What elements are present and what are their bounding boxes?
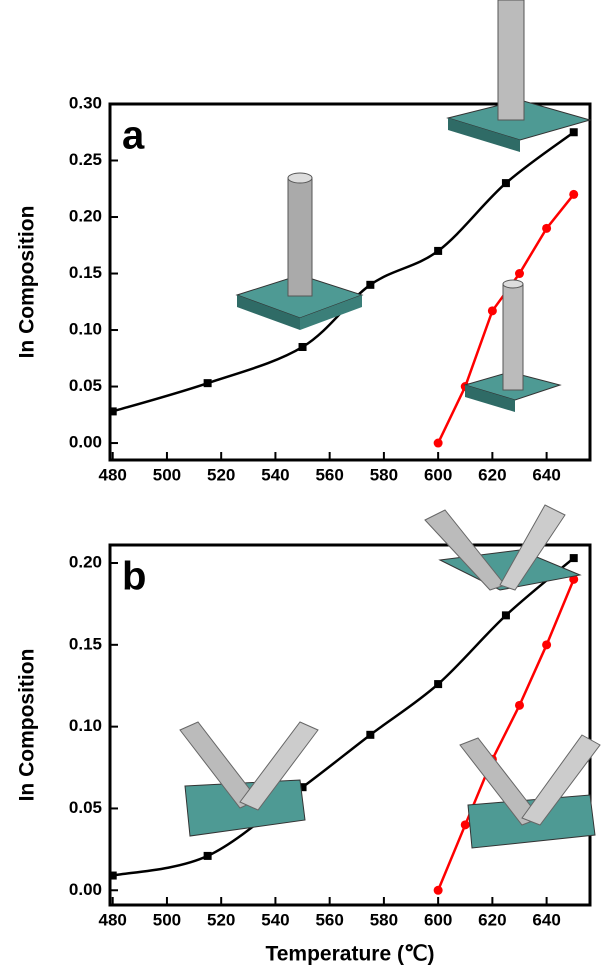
y-tick-label: 0.30 [69,93,102,112]
data-point [366,730,375,739]
plot-frame [108,543,592,907]
x-tick-label: 480 [99,910,127,929]
y-tick-label: 0.20 [69,207,102,226]
y-tick-label: 0.05 [69,798,102,817]
y-tick-label: 0.05 [69,376,102,395]
y-tick-label: 0.15 [69,263,102,282]
data-point [569,128,578,137]
data-point [108,871,117,880]
illustration [179,0,601,849]
data-point [108,407,117,416]
panel: 0.00 0.05 0.10 0.15 0.20 0.25 0.30 480 500 520 540… [16,93,592,484]
data-point [514,700,524,710]
x-tick-label: 500 [153,910,181,929]
x-tick-label: 540 [261,465,289,484]
data-point [434,246,443,255]
y-tick-label: 0.15 [69,634,102,653]
x-tick-label: 600 [424,465,452,484]
x-tick-label: 640 [532,910,560,929]
data-point [514,269,524,279]
data-point [298,342,307,351]
data-point [569,574,579,584]
panel: 0.00 0.05 0.10 0.15 0.20 480 500 520 540 560 580 60… [16,543,592,966]
x-axis-label: Temperature (℃) [265,943,434,966]
x-tick-label: 540 [261,910,289,929]
data-point [203,379,212,388]
plot-frame [108,102,592,462]
panel-label: b [122,555,146,599]
data-point [542,223,552,233]
x-tick-label: 600 [424,910,452,929]
data-point [434,680,443,689]
series-line [436,578,575,891]
x-tick-label: 580 [370,465,398,484]
panel-label: a [122,114,145,158]
x-tick-label: 620 [478,465,506,484]
x-tick-label: 640 [532,465,560,484]
data-point [203,851,212,860]
y-tick-label: 0.20 [69,552,102,571]
x-tick-label: 520 [207,910,235,929]
data-point [433,885,443,895]
y-tick-label: 0.00 [69,433,102,452]
y-tick-label: 0.25 [69,150,102,169]
x-tick-label: 620 [478,910,506,929]
data-point [569,554,578,563]
y-axis-label: In Composition [16,206,39,359]
y-tick-label: 0.00 [69,880,102,899]
data-point [460,820,470,830]
data-point [298,783,307,792]
data-point [569,189,579,199]
x-tick-label: 580 [370,910,398,929]
data-point [501,611,510,620]
x-tick-label: 560 [315,465,343,484]
x-tick-label: 560 [315,910,343,929]
data-point [542,640,552,650]
x-tick-label: 520 [207,465,235,484]
x-tick-label: 500 [153,465,181,484]
y-tick-label: 0.10 [69,716,102,735]
data-point [487,306,497,316]
y-tick-label: 0.10 [69,320,102,339]
data-point [501,179,510,188]
data-point [433,438,443,448]
x-tick-label: 480 [99,465,127,484]
data-point [366,280,375,289]
y-axis-label: In Composition [16,649,39,802]
